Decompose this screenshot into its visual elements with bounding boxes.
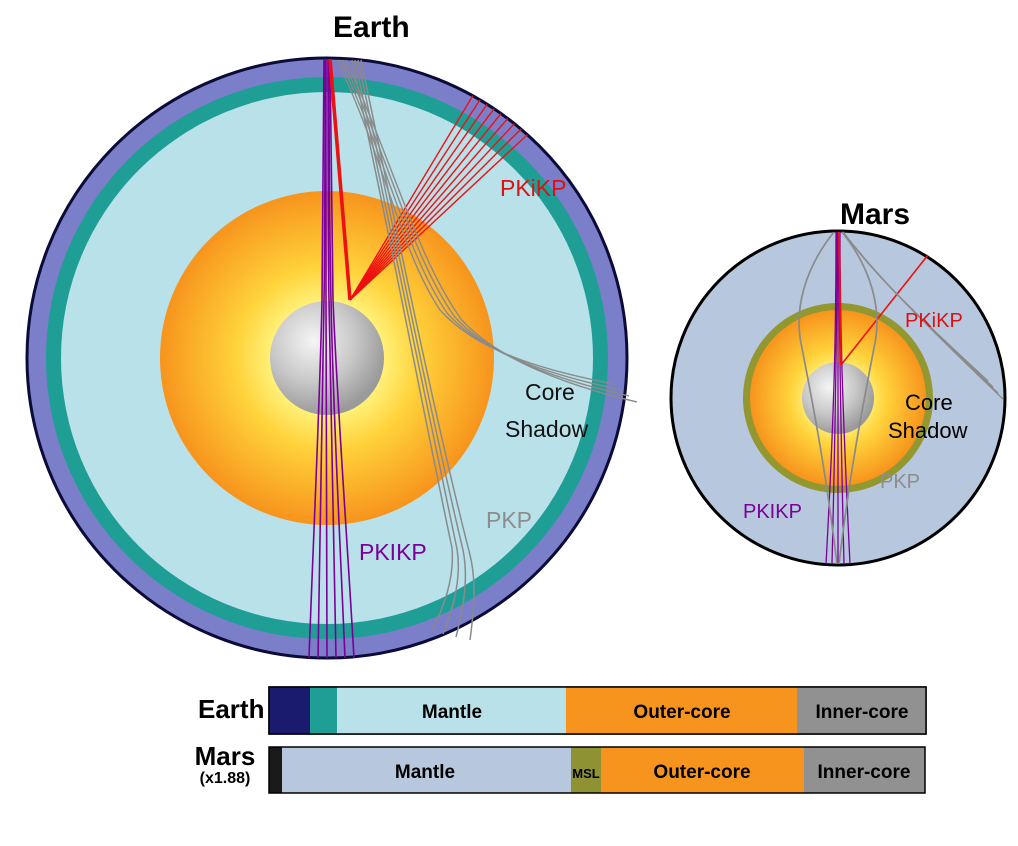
svg-text:Inner-core: Inner-core: [816, 702, 909, 723]
svg-text:Mantle: Mantle: [422, 702, 482, 723]
svg-text:Mars: Mars: [840, 198, 910, 231]
svg-text:Mars: Mars: [195, 741, 256, 771]
svg-text:PKIKP: PKIKP: [359, 539, 427, 565]
svg-text:Shadow: Shadow: [505, 416, 589, 442]
svg-text:Outer-core: Outer-core: [653, 762, 750, 783]
svg-text:Earth: Earth: [198, 694, 264, 724]
svg-text:Core: Core: [525, 379, 575, 405]
svg-text:Earth: Earth: [333, 11, 410, 44]
svg-text:Shadow: Shadow: [888, 418, 968, 443]
svg-text:MSL: MSL: [572, 766, 600, 781]
svg-text:Core: Core: [905, 390, 953, 415]
svg-text:PKiKP: PKiKP: [905, 310, 963, 332]
svg-text:PKP: PKP: [486, 507, 532, 533]
svg-text:PKIKP: PKIKP: [743, 501, 802, 523]
svg-text:PKiKP: PKiKP: [500, 175, 566, 201]
svg-text:Inner-core: Inner-core: [818, 762, 911, 783]
svg-text:PKP: PKP: [880, 471, 920, 493]
svg-text:Mantle: Mantle: [395, 762, 455, 783]
svg-text:Outer-core: Outer-core: [633, 702, 730, 723]
svg-text:(x1.88): (x1.88): [200, 770, 251, 787]
